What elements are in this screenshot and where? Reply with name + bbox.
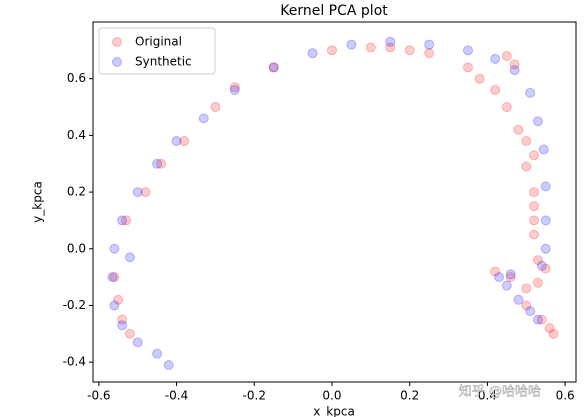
point xyxy=(525,87,536,98)
y-tick-label: -0.4 xyxy=(63,355,86,369)
point xyxy=(307,48,318,59)
point xyxy=(513,294,524,305)
point xyxy=(540,243,551,254)
y-axis-label: y_kpca xyxy=(31,181,45,223)
point xyxy=(326,45,337,56)
point xyxy=(124,328,135,339)
legend-marker xyxy=(112,37,122,47)
point xyxy=(532,314,543,325)
point xyxy=(513,124,524,135)
point xyxy=(529,187,540,198)
point xyxy=(385,36,396,47)
point xyxy=(532,277,543,288)
legend-marker xyxy=(112,57,122,67)
point xyxy=(117,320,128,331)
point xyxy=(532,116,543,127)
point xyxy=(501,51,512,62)
point xyxy=(525,306,536,317)
point xyxy=(529,150,540,161)
point xyxy=(424,39,435,50)
y-tick-label: 0.6 xyxy=(67,71,86,85)
point xyxy=(509,65,520,76)
point xyxy=(152,348,163,359)
point xyxy=(505,272,516,283)
point xyxy=(117,314,128,325)
point xyxy=(529,229,540,240)
point xyxy=(113,294,124,305)
point xyxy=(268,62,279,73)
point xyxy=(521,300,532,311)
y-tick-label: -0.2 xyxy=(63,298,86,312)
point xyxy=(121,215,132,226)
x-tick-label: -0.2 xyxy=(243,389,266,403)
point xyxy=(521,161,532,172)
watermark: 知乎 @哈哈哈 xyxy=(459,384,541,400)
x-axis-label: x_kpca xyxy=(313,405,355,417)
legend-label: Original xyxy=(135,35,182,49)
point xyxy=(521,136,532,147)
point xyxy=(385,42,396,53)
point xyxy=(532,255,543,266)
y-tick-label: 0.0 xyxy=(67,241,86,255)
point xyxy=(117,215,128,226)
point xyxy=(268,62,279,73)
point xyxy=(198,113,209,124)
point xyxy=(474,73,485,84)
point xyxy=(462,62,473,73)
point xyxy=(536,260,547,271)
plot-frame xyxy=(92,21,577,383)
point xyxy=(501,102,512,113)
x-tick-label: 0.2 xyxy=(400,389,419,403)
legend-label: Synthetic xyxy=(135,55,192,69)
point xyxy=(529,201,540,212)
point xyxy=(152,158,163,169)
x-tick-label: 0.4 xyxy=(478,389,497,403)
point xyxy=(540,215,551,226)
point xyxy=(109,300,120,311)
point xyxy=(509,59,520,70)
point xyxy=(124,252,135,263)
point xyxy=(538,144,549,155)
point xyxy=(132,337,143,348)
point xyxy=(536,314,547,325)
point xyxy=(229,85,240,96)
point xyxy=(109,243,120,254)
point xyxy=(501,280,512,291)
point xyxy=(163,359,174,370)
point xyxy=(490,266,501,277)
point xyxy=(490,85,501,96)
point xyxy=(544,323,555,334)
point xyxy=(540,263,551,274)
point xyxy=(490,53,501,64)
point xyxy=(109,272,120,283)
point xyxy=(346,39,357,50)
point xyxy=(424,48,435,59)
x-tick-label: 0.0 xyxy=(322,389,341,403)
x-tick-label: 0.6 xyxy=(556,389,575,403)
point xyxy=(404,45,415,56)
legend-box xyxy=(98,27,216,75)
point xyxy=(156,158,167,169)
point xyxy=(494,272,505,283)
y-tick-label: 0.4 xyxy=(67,128,86,142)
y-tick-label: 0.2 xyxy=(67,185,86,199)
x-tick-label: -0.6 xyxy=(87,389,110,403)
point xyxy=(521,283,532,294)
point xyxy=(548,328,559,339)
point xyxy=(462,45,473,56)
point xyxy=(179,136,190,147)
point xyxy=(505,269,516,280)
point xyxy=(365,42,376,53)
point xyxy=(171,136,182,147)
x-tick-label: -0.4 xyxy=(165,389,188,403)
point xyxy=(229,82,240,93)
point xyxy=(140,187,151,198)
point xyxy=(107,272,118,283)
point xyxy=(132,187,143,198)
point xyxy=(210,102,221,113)
point xyxy=(529,215,540,226)
point xyxy=(540,181,551,192)
chart-title: Kernel PCA plot xyxy=(280,3,388,19)
